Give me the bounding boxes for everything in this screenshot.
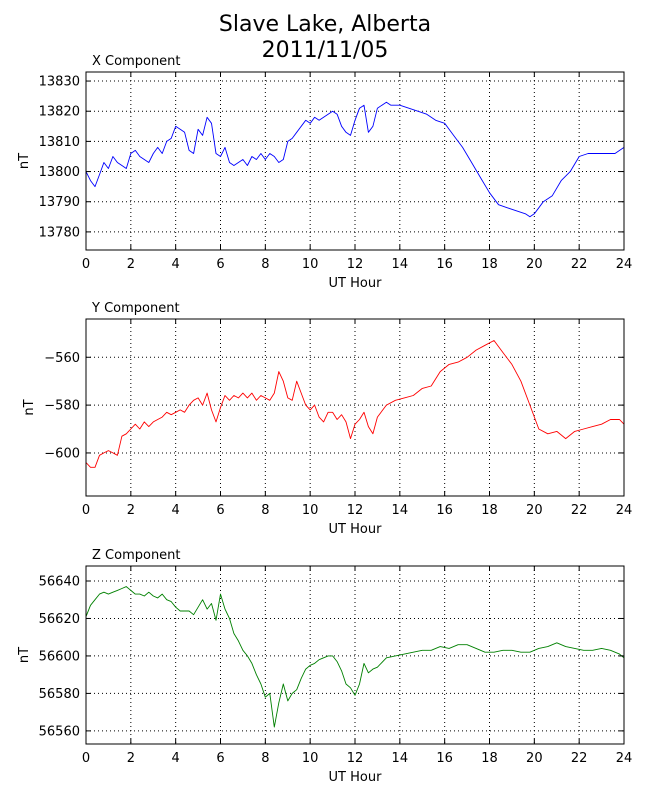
- y-tick-label: −600: [44, 446, 80, 461]
- x-tick-label: 2: [127, 257, 135, 272]
- y-component-title: Y Component: [91, 301, 180, 316]
- y-tick-label: 13810: [39, 135, 80, 150]
- x-tick-label: 24: [616, 503, 633, 518]
- x-tick-label: 12: [347, 503, 364, 518]
- z-component-series-line: [85, 586, 625, 728]
- x-axis-label: UT Hour: [329, 522, 383, 537]
- y-tick-label: −580: [44, 399, 80, 414]
- x-tick-label: 4: [172, 257, 180, 272]
- z-component-panel: 0 2 4 6 8 10 12 14 16 18 20 22 245656056580566005662…: [17, 548, 632, 785]
- x-tick-label: 2: [127, 751, 135, 766]
- x-tick-label: 14: [392, 257, 409, 272]
- x-tick-label: 24: [616, 751, 633, 766]
- y-tick-label: 13790: [39, 195, 80, 210]
- y-tick-label: 13780: [39, 225, 80, 240]
- x-component-series-line: [85, 101, 625, 218]
- x-axis-label: UT Hour: [329, 770, 383, 785]
- y-tick-label: 13820: [39, 105, 80, 120]
- y-tick-label: 13830: [39, 75, 80, 90]
- y-tick-label: 56600: [39, 649, 80, 664]
- y-tick-label: 13800: [39, 165, 80, 180]
- x-tick-label: 20: [526, 751, 543, 766]
- x-tick-label: 18: [481, 503, 498, 518]
- x-tick-label: 20: [526, 257, 543, 272]
- y-axis-label: nT: [22, 399, 37, 415]
- x-tick-label: 8: [261, 751, 269, 766]
- x-tick-label: 0: [82, 751, 90, 766]
- x-tick-label: 18: [481, 751, 498, 766]
- x-tick-label: 6: [216, 751, 224, 766]
- x-tick-label: 10: [302, 257, 319, 272]
- x-tick-label: 22: [571, 751, 588, 766]
- x-tick-label: 20: [526, 503, 543, 518]
- x-tick-label: 14: [392, 751, 409, 766]
- x-tick-label: 10: [302, 751, 319, 766]
- x-tick-label: 12: [347, 751, 364, 766]
- y-tick-label: 56560: [39, 724, 80, 739]
- x-tick-label: 18: [481, 257, 498, 272]
- x-tick-label: 14: [392, 503, 409, 518]
- x-tick-label: 6: [216, 257, 224, 272]
- y-component-series-line: [85, 340, 625, 468]
- x-tick-label: 4: [172, 751, 180, 766]
- chart-title-line2: 2011/11/05: [261, 38, 389, 63]
- x-tick-label: 0: [82, 257, 90, 272]
- x-tick-label: 22: [571, 257, 588, 272]
- y-tick-label: −560: [44, 351, 80, 366]
- x-tick-label: 12: [347, 257, 364, 272]
- y-tick-label: 56620: [39, 612, 80, 627]
- x-tick-label: 22: [571, 503, 588, 518]
- x-tick-label: 0: [82, 503, 90, 518]
- x-tick-label: 16: [436, 257, 453, 272]
- x-component-panel: 0 2 4 6 8 10 12 14 16 18 20 22 241378013790138001381…: [17, 54, 632, 291]
- x-tick-label: 4: [172, 503, 180, 518]
- x-component-title: X Component: [92, 54, 181, 69]
- x-tick-label: 16: [436, 503, 453, 518]
- chart-title-line1: Slave Lake, Alberta: [218, 12, 432, 37]
- x-tick-label: 10: [302, 503, 319, 518]
- x-axis-label: UT Hour: [329, 276, 383, 291]
- x-tick-label: 8: [261, 257, 269, 272]
- x-tick-label: 16: [436, 751, 453, 766]
- x-tick-label: 2: [127, 503, 135, 518]
- y-axis-label: nT: [17, 647, 32, 663]
- y-tick-label: 56640: [39, 574, 80, 589]
- x-tick-label: 8: [261, 503, 269, 518]
- y-tick-label: 56580: [39, 687, 80, 702]
- x-tick-label: 6: [216, 503, 224, 518]
- x-tick-label: 24: [616, 257, 633, 272]
- z-component-title: Z Component: [92, 548, 181, 563]
- y-axis-label: nT: [17, 153, 32, 169]
